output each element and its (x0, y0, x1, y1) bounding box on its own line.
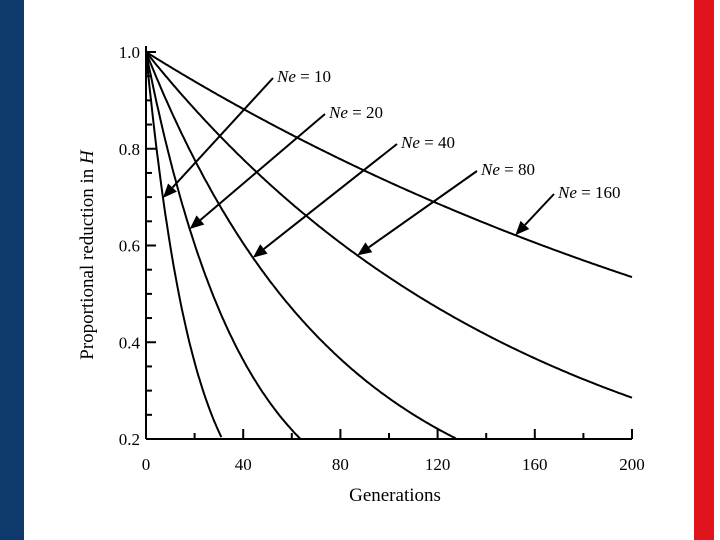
y-axis-title: Proportional reduction in H (77, 149, 98, 360)
x-axis-title: Generations (349, 485, 441, 506)
axes: 0.2 0.4 0.6 0.8 1.0 0 40 80 120 160 200 (119, 43, 645, 474)
x-tick-label: 160 (522, 455, 548, 474)
annotation-arrow-ne-80 (368, 170, 478, 249)
series-line-ne-20 (145, 51, 302, 440)
annotation-label-ne-10: Ne = 10 (276, 67, 331, 86)
annotation-label-ne-40: Ne = 40 (400, 133, 455, 152)
x-tick-label: 80 (332, 455, 349, 474)
y-tick-label: 0.8 (119, 140, 140, 159)
right-color-band (694, 0, 714, 540)
x-tick-label: 120 (425, 455, 451, 474)
annotation-label-ne-80: Ne = 80 (480, 160, 535, 179)
y-tick-label: 0.4 (119, 333, 141, 352)
annotation-arrowhead-ne-10 (163, 183, 177, 198)
x-tick-label: 0 (142, 455, 151, 474)
annotation-arrow-ne-40 (263, 143, 398, 250)
x-tick-label: 200 (619, 455, 645, 474)
annotation-ne-20: Ne = 20 (189, 103, 383, 230)
y-tick-label: 0.2 (119, 430, 140, 449)
annotation-arrowhead-ne-160 (515, 220, 530, 236)
y-axis-title-var: H (77, 149, 98, 165)
annotation-arrowhead-ne-80 (357, 242, 373, 256)
annotation-arrowhead-ne-40 (252, 244, 268, 258)
annotation-label-ne-20: Ne = 20 (328, 103, 383, 122)
annotation-label-ne-160: Ne = 160 (557, 183, 620, 202)
x-tick-label: 40 (235, 455, 252, 474)
annotation-ne-40: Ne = 40 (252, 133, 455, 258)
left-color-band (0, 0, 24, 540)
y-axis-title-text: Proportional reduction in (77, 164, 98, 360)
annotation-arrow-ne-20 (199, 113, 326, 221)
annotation-ne-80: Ne = 80 (357, 160, 535, 256)
annotation-arrowhead-ne-20 (189, 215, 205, 230)
series-line-ne-80 (145, 51, 633, 399)
y-tick-label: 0.6 (119, 237, 140, 256)
series-line-ne-40 (145, 51, 457, 440)
series-line-ne-10 (145, 51, 223, 438)
annotation-arrow-ne-160 (524, 193, 555, 226)
y-tick-label: 1.0 (119, 43, 140, 62)
series-curves (145, 51, 633, 440)
annotation-arrow-ne-10 (171, 77, 274, 189)
series-line-ne-160 (145, 51, 633, 279)
series-annotations: Ne = 10 Ne = 20 Ne = 40 Ne = 80 Ne = 160 (163, 67, 620, 258)
annotation-ne-10: Ne = 10 (163, 67, 331, 198)
right-edge-strip (714, 0, 720, 540)
annotation-ne-160: Ne = 160 (515, 183, 620, 236)
